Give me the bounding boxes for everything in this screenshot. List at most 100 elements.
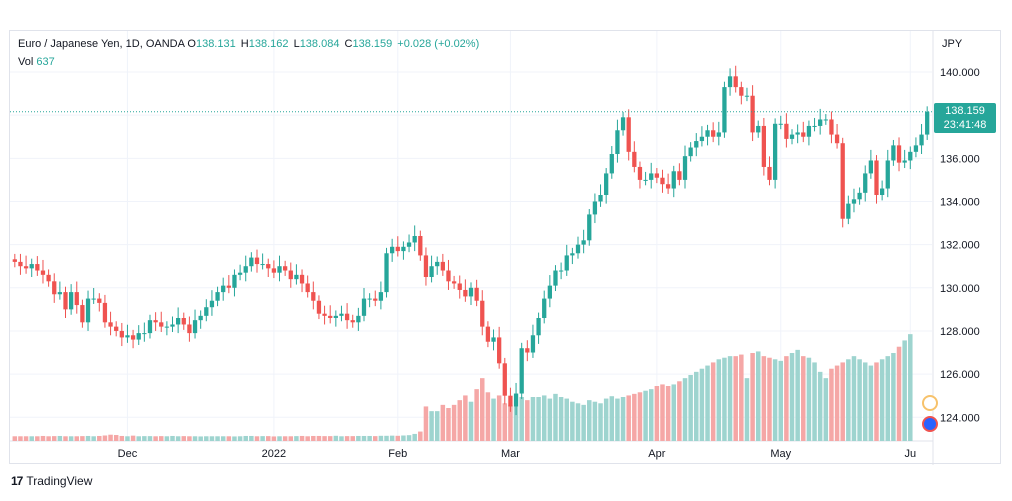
legend-high-value: 138.162 — [248, 38, 289, 50]
candle-body — [739, 87, 744, 96]
legend-symbol: Euro / Japanese Yen, 1D, OANDA — [18, 38, 185, 50]
footer[interactable]: 17 TradingView — [11, 474, 92, 488]
volume-bar — [463, 395, 468, 441]
volume-bar — [113, 435, 119, 441]
candle-body — [305, 283, 310, 293]
volume-bar — [215, 436, 220, 441]
volume-bar — [891, 353, 896, 441]
candle-body — [46, 274, 51, 282]
candle-body — [446, 270, 451, 282]
candle-body — [761, 125, 766, 167]
volume-bar — [237, 436, 243, 441]
candle-body — [705, 130, 710, 137]
volume-bar — [716, 359, 722, 441]
chart-frame[interactable]: 140.000138.000136.000134.000132.000130.0… — [9, 30, 1002, 465]
candle-body — [74, 292, 79, 306]
candle-body — [564, 255, 569, 271]
candle-body — [266, 264, 271, 269]
candle-body — [654, 173, 659, 178]
volume-bar — [130, 435, 136, 441]
candle-body — [744, 95, 750, 97]
candle-body — [536, 318, 541, 336]
candle-body — [784, 123, 789, 139]
candle-body — [249, 257, 254, 267]
volume-bar — [750, 353, 755, 441]
volume-bar — [699, 368, 705, 441]
candle-body — [102, 302, 108, 323]
candle-body — [12, 259, 17, 262]
volume-bar — [46, 436, 51, 441]
volume-bar — [902, 340, 907, 441]
event-dividend-icon[interactable] — [922, 395, 938, 411]
legend-close-value: 138.159 — [352, 38, 393, 50]
volume-bar — [175, 436, 181, 441]
volume-bar — [12, 436, 18, 441]
tradingview-logo-icon[interactable]: 17 — [11, 474, 23, 488]
volume-bar — [311, 435, 316, 441]
volume-bar — [40, 435, 46, 441]
volume-bar — [817, 371, 823, 441]
candle-body — [390, 246, 395, 254]
volume-bar — [451, 404, 457, 441]
chart-canvas[interactable]: 140.000138.000136.000134.000132.000130.0… — [10, 31, 1002, 465]
candle-body — [130, 335, 136, 340]
candle-body — [451, 281, 457, 284]
candle-body — [581, 240, 586, 245]
legend-vol-label: Vol — [18, 56, 34, 68]
candle-body — [170, 324, 175, 327]
volume-bar — [530, 397, 536, 441]
candle-body — [344, 313, 350, 321]
legend-low-label: L — [293, 38, 300, 50]
currency-label: JPY — [942, 38, 963, 50]
volume-bar — [80, 436, 85, 441]
candle-body — [609, 154, 614, 174]
volume-bar — [125, 436, 130, 441]
volume-bar — [74, 436, 80, 441]
volume-bar — [784, 356, 789, 441]
footer-brand[interactable]: TradingView — [26, 474, 93, 488]
candle-body — [896, 145, 902, 163]
volume-bar — [187, 436, 192, 441]
volume-bar — [102, 435, 108, 441]
volume-bar — [356, 435, 361, 441]
volume-bar — [294, 436, 299, 441]
candle-body — [598, 195, 603, 202]
candle-body — [23, 266, 29, 269]
volume-bar — [327, 436, 333, 441]
volume-bar — [502, 403, 508, 441]
candle-body — [908, 151, 913, 161]
candle-body — [153, 320, 158, 323]
x-tick-label: May — [770, 448, 791, 460]
volume-bar — [63, 436, 68, 441]
volume-bar — [862, 362, 868, 441]
bar-countdown: 23:41:48 — [943, 119, 987, 131]
candle-body — [677, 171, 682, 180]
volume-bar — [18, 436, 23, 441]
candle-body — [294, 274, 299, 280]
candle-body — [198, 315, 203, 321]
candle-body — [801, 132, 806, 137]
volume-bar — [632, 393, 637, 441]
volume-bar — [367, 435, 372, 441]
candle-body — [570, 253, 575, 256]
volume-bar — [339, 436, 344, 441]
volume-bar — [282, 436, 288, 441]
volume-bar — [485, 392, 491, 441]
candle-body — [818, 119, 823, 126]
volume-bar — [474, 389, 479, 441]
candle-body — [384, 253, 389, 293]
candle-body — [812, 125, 817, 127]
candle-body — [795, 132, 800, 135]
candle-body — [604, 173, 609, 195]
volume-bar — [305, 436, 310, 441]
event-earnings-icon[interactable] — [922, 416, 938, 432]
candle-body — [592, 201, 598, 215]
volume-bar — [648, 389, 654, 441]
candle-body — [682, 156, 688, 180]
volume-bar — [744, 378, 750, 441]
volume-bar — [525, 400, 530, 441]
volume-bar — [395, 435, 401, 441]
volume-bar — [254, 436, 260, 441]
legend-high-label: H — [240, 38, 249, 50]
volume-bar — [181, 436, 187, 441]
